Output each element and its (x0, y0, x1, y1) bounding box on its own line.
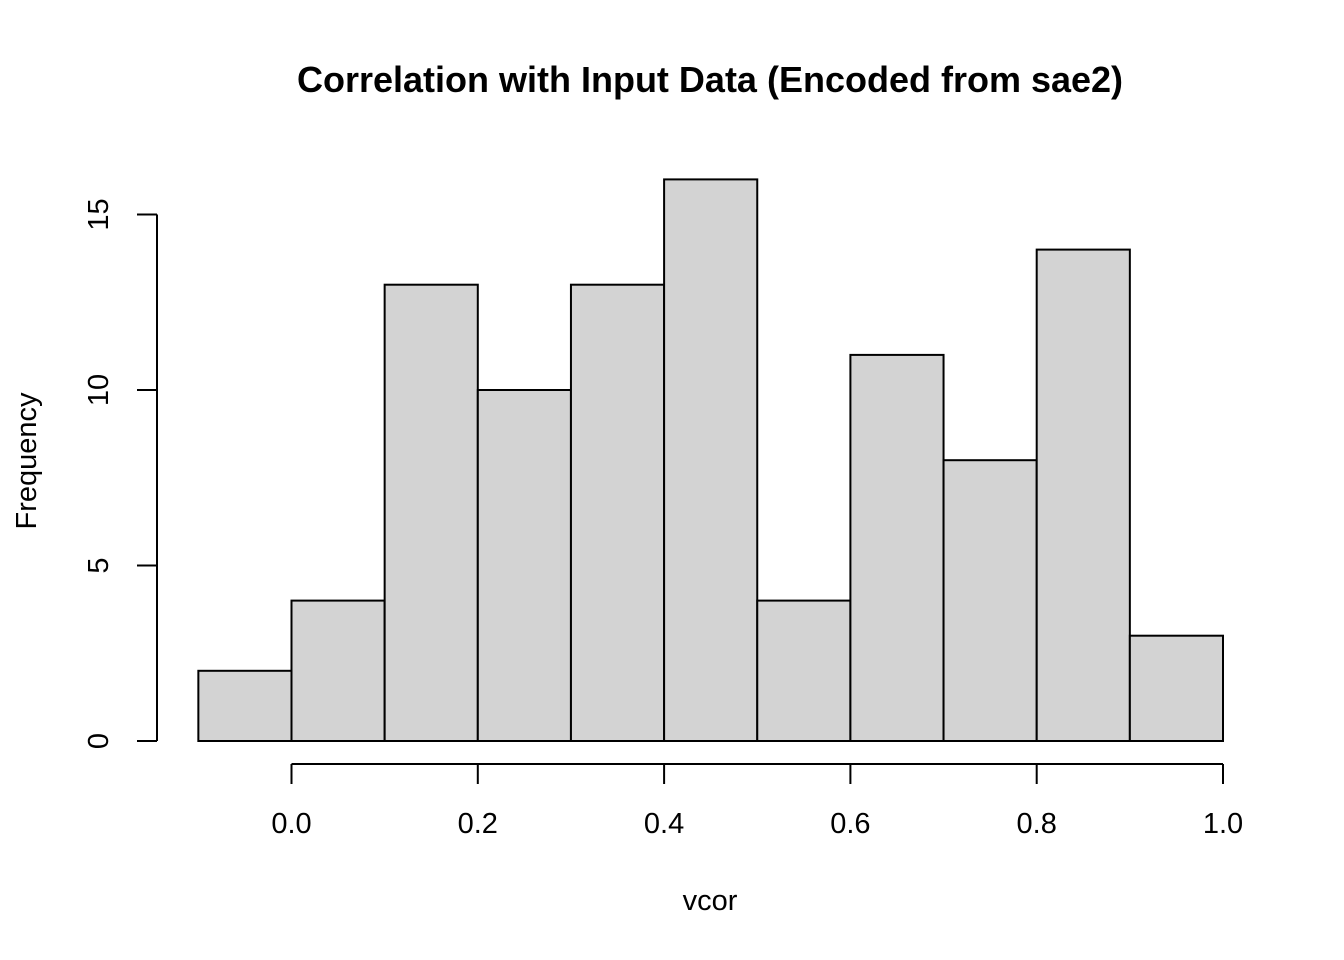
chart-title: Correlation with Input Data (Encoded fro… (297, 59, 1123, 100)
histogram-bar (290, 599, 386, 742)
histogram-bar (569, 283, 666, 742)
histogram-bar (1035, 248, 1131, 742)
histogram-bar (197, 669, 293, 742)
x-axis-label: vcor (683, 885, 738, 917)
x-tick-label: 0.8 (1017, 808, 1057, 840)
x-tick-label: 0.6 (830, 808, 870, 840)
x-tick-label: 1.0 (1203, 808, 1243, 840)
histogram-bar (942, 459, 1038, 742)
y-axis: 0 5 10 15 (83, 198, 158, 749)
y-tick-label: 10 (83, 374, 115, 406)
histogram-bar (1128, 634, 1224, 743)
y-tick-label: 5 (83, 557, 115, 573)
histogram-bar (476, 389, 572, 742)
x-tick-label: 0.4 (644, 808, 684, 840)
x-axis: 0.0 0.2 0.4 0.6 0.8 1.0 (271, 763, 1243, 840)
histogram-bar (849, 353, 945, 742)
x-tick-label: 0.0 (271, 808, 311, 840)
histogram-bar (756, 599, 852, 742)
y-tick-label: 0 (83, 733, 115, 749)
bars-group (197, 178, 1224, 743)
histogram-bar (383, 283, 479, 742)
x-tick-label: 0.2 (458, 808, 498, 840)
y-tick-label: 15 (83, 198, 115, 230)
y-axis-label: Frequency (11, 392, 43, 530)
histogram-bar (663, 178, 759, 742)
